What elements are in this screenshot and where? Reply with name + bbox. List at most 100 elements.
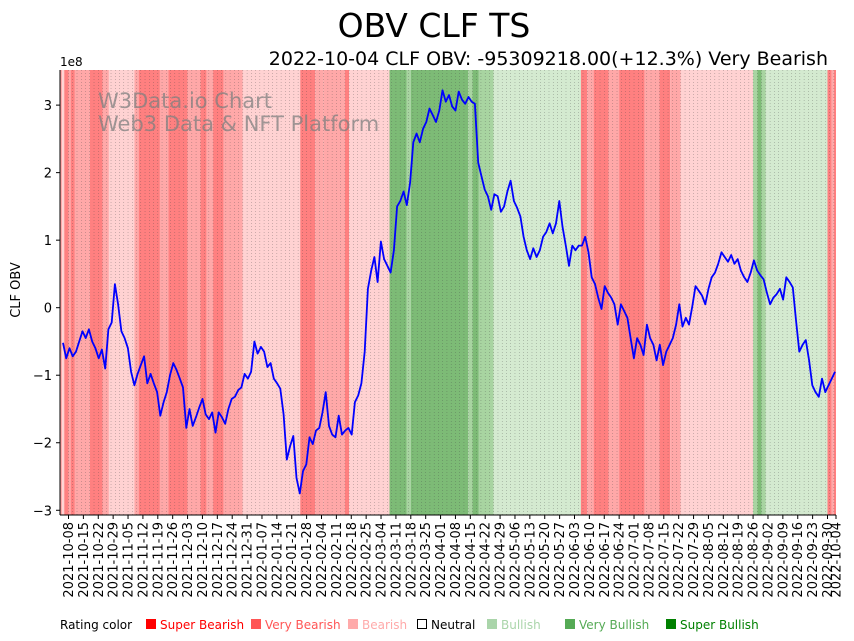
- legend-swatch: [348, 619, 358, 629]
- x-tick-label: 2022-01-14: [270, 522, 285, 598]
- x-tick-label: 2021-12-17: [211, 522, 226, 598]
- chart-title: OBV CLF TS: [338, 6, 531, 45]
- watermark: W3Data.io Chart Web3 Data & NFT Platform: [98, 89, 379, 136]
- rating-band: [159, 70, 169, 515]
- x-tick-label: 2022-08-05: [702, 522, 717, 598]
- x-tick-label: 2022-08-26: [747, 522, 762, 598]
- x-tick-label: 2022-04-08: [449, 522, 464, 598]
- x-tick-label: 2022-05-06: [509, 522, 524, 598]
- x-tick-label: 2022-04-29: [494, 522, 509, 598]
- y-tick-label: −2: [33, 437, 52, 452]
- x-tick-label: 2022-07-01: [628, 522, 643, 598]
- x-tick-label: 2021-12-31: [241, 522, 256, 598]
- rating-band: [168, 70, 188, 515]
- rating-band: [89, 70, 103, 515]
- legend-swatch: [417, 619, 427, 629]
- rating-band: [753, 70, 758, 515]
- x-tick-label: 2021-11-19: [151, 522, 166, 598]
- rating-band: [580, 70, 588, 515]
- y-tick-label: 2: [44, 167, 52, 182]
- x-tick-label: 2021-10-08: [62, 522, 77, 598]
- rating-band: [493, 70, 581, 515]
- x-tick-label: 2022-05-27: [553, 522, 568, 598]
- rating-band: [831, 70, 834, 515]
- x-tick-label: 2021-11-26: [166, 522, 181, 598]
- x-tick-label: 2022-03-18: [404, 522, 419, 598]
- legend-item-label: Very Bearish: [265, 618, 341, 632]
- x-tick-label: 2022-01-28: [300, 522, 315, 598]
- x-tick-label: 2022-09-09: [776, 522, 791, 598]
- rating-band: [680, 70, 754, 515]
- rating-band: [108, 70, 135, 515]
- x-tick-label: 2022-01-07: [256, 522, 271, 598]
- rating-band: [102, 70, 109, 515]
- rating-band: [64, 70, 69, 515]
- x-tick-label: 2021-10-15: [77, 522, 92, 598]
- legend-item-label: Bullish: [501, 618, 541, 632]
- x-tick-label: 2022-10-04: [830, 522, 845, 598]
- rating-bands: [60, 70, 836, 515]
- x-tick-label: 2022-02-25: [360, 522, 375, 598]
- x-tick-label: 2022-08-12: [717, 522, 732, 598]
- rating-band: [593, 70, 609, 515]
- x-tick-label: 2022-04-22: [479, 522, 494, 598]
- x-tick-label: 2021-12-10: [196, 522, 211, 598]
- rating-legend: Rating color Super Bearish Very Bearish Bea…: [60, 618, 759, 632]
- legend-swatch: [251, 619, 261, 629]
- legend-swatch: [565, 619, 575, 629]
- rating-band: [410, 70, 469, 515]
- rating-band: [587, 70, 594, 515]
- x-tick-label: 2022-07-08: [642, 522, 657, 598]
- x-tick-label: 2021-10-22: [92, 522, 107, 598]
- y-ticks: −3 −2 −1 0 1 2 3: [33, 99, 60, 519]
- rating-band: [68, 70, 71, 515]
- axes: [59, 70, 836, 516]
- rating-band: [206, 70, 214, 515]
- x-tick-label: 2022-01-21: [285, 522, 300, 598]
- x-tick-label: 2022-03-04: [375, 522, 390, 598]
- legend-item-label: Bearish: [362, 618, 407, 632]
- rating-band: [187, 70, 201, 515]
- rating-band: [765, 70, 828, 515]
- x-tick-label: 2021-12-24: [226, 522, 241, 598]
- rating-band: [619, 70, 645, 515]
- x-tick-label: 2021-11-12: [136, 522, 151, 598]
- y-tick-label: −3: [33, 504, 52, 519]
- y-tick-label: 3: [44, 99, 52, 114]
- y-tick-label: −1: [33, 369, 52, 384]
- watermark-line-1: W3Data.io Chart: [98, 89, 272, 113]
- rating-band: [300, 70, 316, 515]
- x-tick-label: 2022-03-25: [419, 522, 434, 598]
- rating-band: [468, 70, 473, 515]
- x-tick-label: 2022-07-15: [657, 522, 672, 598]
- x-tick-label: 2022-07-29: [687, 522, 702, 598]
- x-tick-label: 2022-09-30: [821, 522, 836, 598]
- y-multiplier-label: 1e8: [60, 55, 83, 69]
- legend-swatch: [146, 619, 156, 629]
- legend-label: Rating color: [60, 618, 132, 632]
- y-tick-label: 0: [44, 302, 52, 317]
- rating-band: [644, 70, 660, 515]
- legend-item-label: Super Bullish: [680, 618, 759, 632]
- rating-band: [472, 70, 479, 515]
- rating-band: [213, 70, 224, 515]
- rating-band: [608, 70, 620, 515]
- rating-band: [74, 70, 90, 515]
- x-tick-label: 2022-06-17: [598, 522, 613, 598]
- x-tick-label: 2022-09-02: [762, 522, 777, 598]
- x-tick-label: 2022-02-11: [330, 522, 345, 598]
- x-tick-label: 2022-04-15: [464, 522, 479, 598]
- rating-band: [389, 70, 407, 515]
- rating-band: [223, 70, 243, 515]
- x-tick-label: 2022-04-01: [434, 522, 449, 598]
- legend-item-label: Very Bullish: [579, 618, 649, 632]
- rating-band: [62, 70, 65, 515]
- x-tick-label: 2022-02-04: [315, 522, 330, 598]
- rating-band: [344, 70, 350, 515]
- obv-line: [62, 89, 836, 495]
- x-tick-label: 2022-09-23: [806, 522, 821, 598]
- legend-swatch: [666, 619, 676, 629]
- rating-band: [670, 70, 681, 515]
- legend-item-label: Super Bearish: [160, 618, 244, 632]
- x-tick-label: 2022-05-13: [523, 522, 538, 598]
